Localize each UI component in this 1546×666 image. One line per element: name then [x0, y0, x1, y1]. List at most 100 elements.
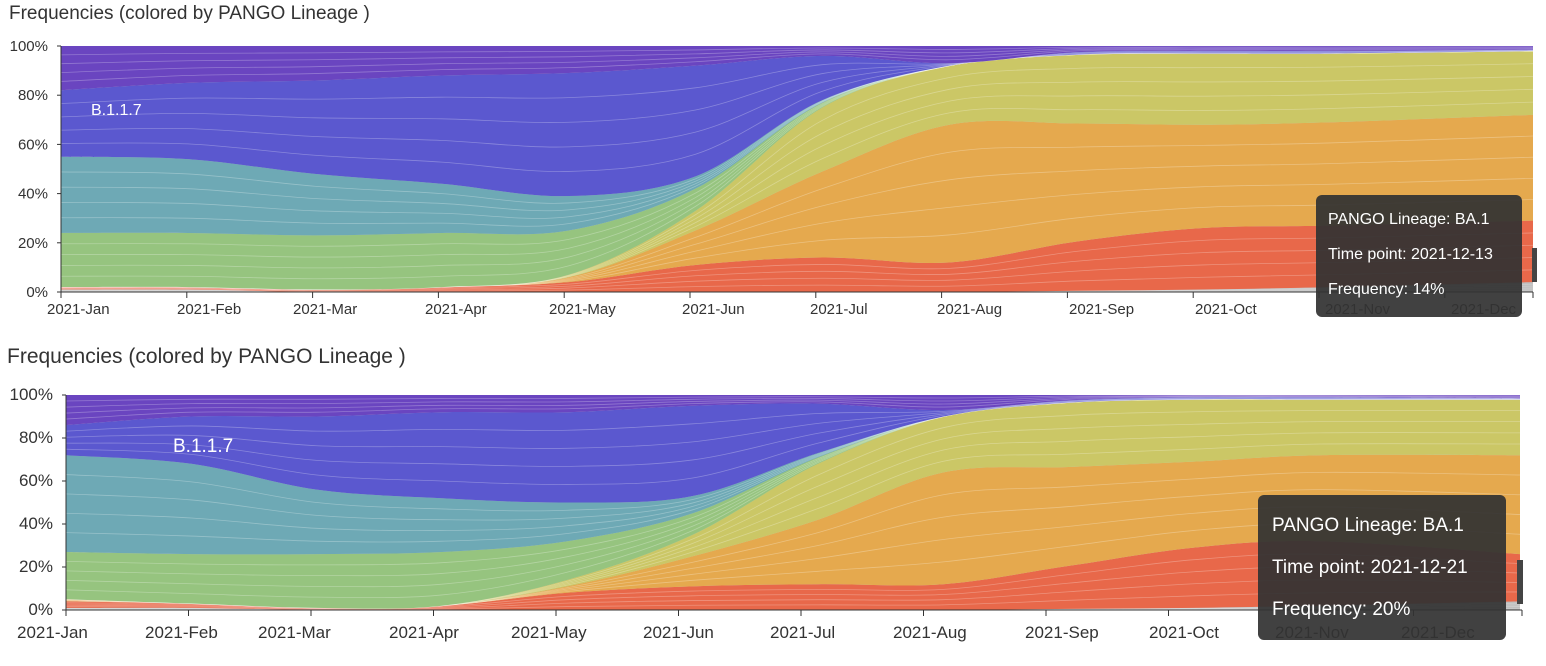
lineage-boundary-line: [65, 395, 1521, 408]
lineage-boundary-line: [65, 398, 1520, 599]
lineage-boundary-line: [60, 50, 1534, 148]
y-tick-label: 100%: [10, 385, 53, 404]
lineage-tooltip: PANGO Lineage: BA.1 Time point: 2021-12-…: [1316, 195, 1522, 317]
lineage-boundary-line: [60, 257, 1534, 292]
lineage-boundary-line: [65, 398, 1520, 531]
y-tick-label: 20%: [19, 557, 53, 576]
lineage-boundary-line: [65, 398, 1520, 566]
lineage-boundary-line: [65, 397, 1521, 467]
lineage-boundary-line: [60, 244, 1534, 291]
x-tick-label: 2021-Mar: [293, 301, 357, 318]
lineage-boundary-line: [60, 48, 1534, 82]
series-area-4: [66, 399, 1520, 609]
panel-title: Frequencies (colored by PANGO Lineage ): [9, 3, 370, 24]
series-area-6: [61, 49, 1533, 197]
x-tick-label: 2021-Oct: [1149, 623, 1219, 642]
x-tick-label: 2021-Jul: [770, 623, 835, 642]
lineage-boundary-line: [65, 396, 1521, 432]
lineage-boundary-line: [65, 579, 1521, 610]
x-tick-label: 2021-May: [511, 623, 587, 642]
tooltip-time-point: Time point: 2021-12-21: [1272, 557, 1468, 578]
y-tick-label: 60%: [19, 471, 53, 490]
x-tick-label: 2021-Jun: [682, 301, 745, 318]
lineage-boundary-line: [65, 398, 1520, 512]
x-tick-label: 2021-Sep: [1025, 623, 1099, 642]
lineage-boundary-line: [65, 566, 1521, 610]
series-area-1: [61, 220, 1533, 293]
y-tick-label: 80%: [19, 428, 53, 447]
tooltip-frequency: Frequency: 20%: [1272, 599, 1411, 620]
x-tick-label: 2021-Apr: [425, 301, 487, 318]
y-tick-label: 0%: [26, 284, 48, 301]
tooltip-lineage: PANGO Lineage: BA.1: [1328, 211, 1490, 228]
x-tick-label: 2021-Oct: [1195, 301, 1258, 318]
lineage-boundary-line: [65, 394, 1521, 402]
brush-handle[interactable]: [1532, 248, 1537, 282]
lineage-boundary-line: [65, 591, 1521, 611]
series-area-2: [61, 114, 1533, 290]
lineage-boundary-line: [60, 50, 1534, 219]
lineage-boundary-line: [60, 50, 1534, 227]
lineage-boundary-line: [60, 50, 1534, 204]
lineage-boundary-line: [60, 46, 1534, 56]
series-area-7: [66, 395, 1520, 426]
series-area-6: [66, 396, 1520, 503]
lineage-boundary-line: [65, 398, 1521, 485]
x-tick-label: 2021-May: [549, 301, 616, 318]
lineage-boundary-line: [60, 50, 1534, 173]
lineage-boundary-line: [60, 50, 1534, 212]
frequencies-panel-bottom: Frequencies (colored by PANGO Lineage ) …: [0, 340, 1546, 666]
lineage-label: B.1.1.7: [173, 436, 233, 457]
x-tick-label: 2021-Jan: [17, 623, 88, 642]
series-area-5: [66, 399, 1520, 555]
x-tick-label: 2021-Feb: [177, 301, 241, 318]
y-tick-label: 20%: [18, 235, 48, 252]
x-tick-label: 2021-Jan: [47, 301, 110, 318]
series-area-7: [61, 46, 1533, 91]
tooltip-time-point: Time point: 2021-12-13: [1328, 246, 1493, 263]
lineage-boundary-line: [60, 50, 1534, 247]
lineage-boundary-line: [60, 49, 1534, 123]
tooltip-lineage: PANGO Lineage: BA.1: [1272, 515, 1464, 536]
y-tick-label: 40%: [18, 186, 48, 203]
lineage-boundary-line: [65, 397, 1521, 449]
series-area-1: [66, 540, 1520, 611]
x-tick-label: 2021-Apr: [389, 623, 459, 642]
brush-handle[interactable]: [1517, 560, 1523, 604]
x-tick-label: 2021-Mar: [258, 623, 331, 642]
series-area-2: [66, 454, 1520, 609]
lineage-boundary-line: [60, 47, 1534, 73]
y-tick-label: 100%: [10, 38, 48, 55]
y-tick-label: 60%: [18, 136, 48, 153]
frequencies-panel-top: Frequencies (colored by PANGO Lineage ) …: [0, 0, 1546, 330]
x-tick-label: 2021-Feb: [145, 623, 218, 642]
lineage-boundary-line: [65, 398, 1520, 588]
y-tick-label: 80%: [18, 87, 48, 104]
y-tick-label: 0%: [28, 600, 53, 619]
series-area-4: [61, 50, 1533, 290]
lineage-boundary-line: [60, 47, 1534, 65]
lineage-boundary-line: [65, 395, 1521, 414]
x-tick-label: 2021-Sep: [1069, 301, 1134, 318]
x-tick-label: 2021-Jun: [643, 623, 714, 642]
lineage-boundary-line: [60, 269, 1534, 293]
lineage-boundary-line: [60, 50, 1534, 280]
series-area-5: [61, 50, 1533, 236]
lineage-boundary-line: [65, 398, 1520, 577]
lineage-boundary-line: [60, 50, 1534, 269]
panel-title: Frequencies (colored by PANGO Lineage ): [7, 345, 406, 368]
series-area-3: [61, 50, 1533, 290]
lineage-boundary-line: [65, 398, 1520, 543]
x-tick-label: 2021-Aug: [893, 623, 967, 642]
x-tick-label: 2021-Jul: [810, 301, 868, 318]
lineage-boundary-line: [65, 398, 1520, 521]
frequencies-chart-bottom[interactable]: 0% 20% 40% 60% 80% 100% 2021-Jan 2021-Feb 2021-M…: [0, 340, 1546, 666]
lineage-boundary-line: [65, 553, 1521, 609]
x-tick-label: 2021-Aug: [937, 301, 1002, 318]
y-tick-label: 40%: [19, 514, 53, 533]
lineage-boundary-line: [60, 49, 1534, 104]
lineage-boundary-line: [60, 232, 1534, 291]
lineage-label: B.1.1.7: [91, 102, 142, 119]
frequencies-chart-top[interactable]: 0% 20% 40% 60% 80% 100% 2021-Jan 2021-Feb 2021-M…: [0, 0, 1546, 330]
lineage-boundary-line: [60, 50, 1534, 258]
